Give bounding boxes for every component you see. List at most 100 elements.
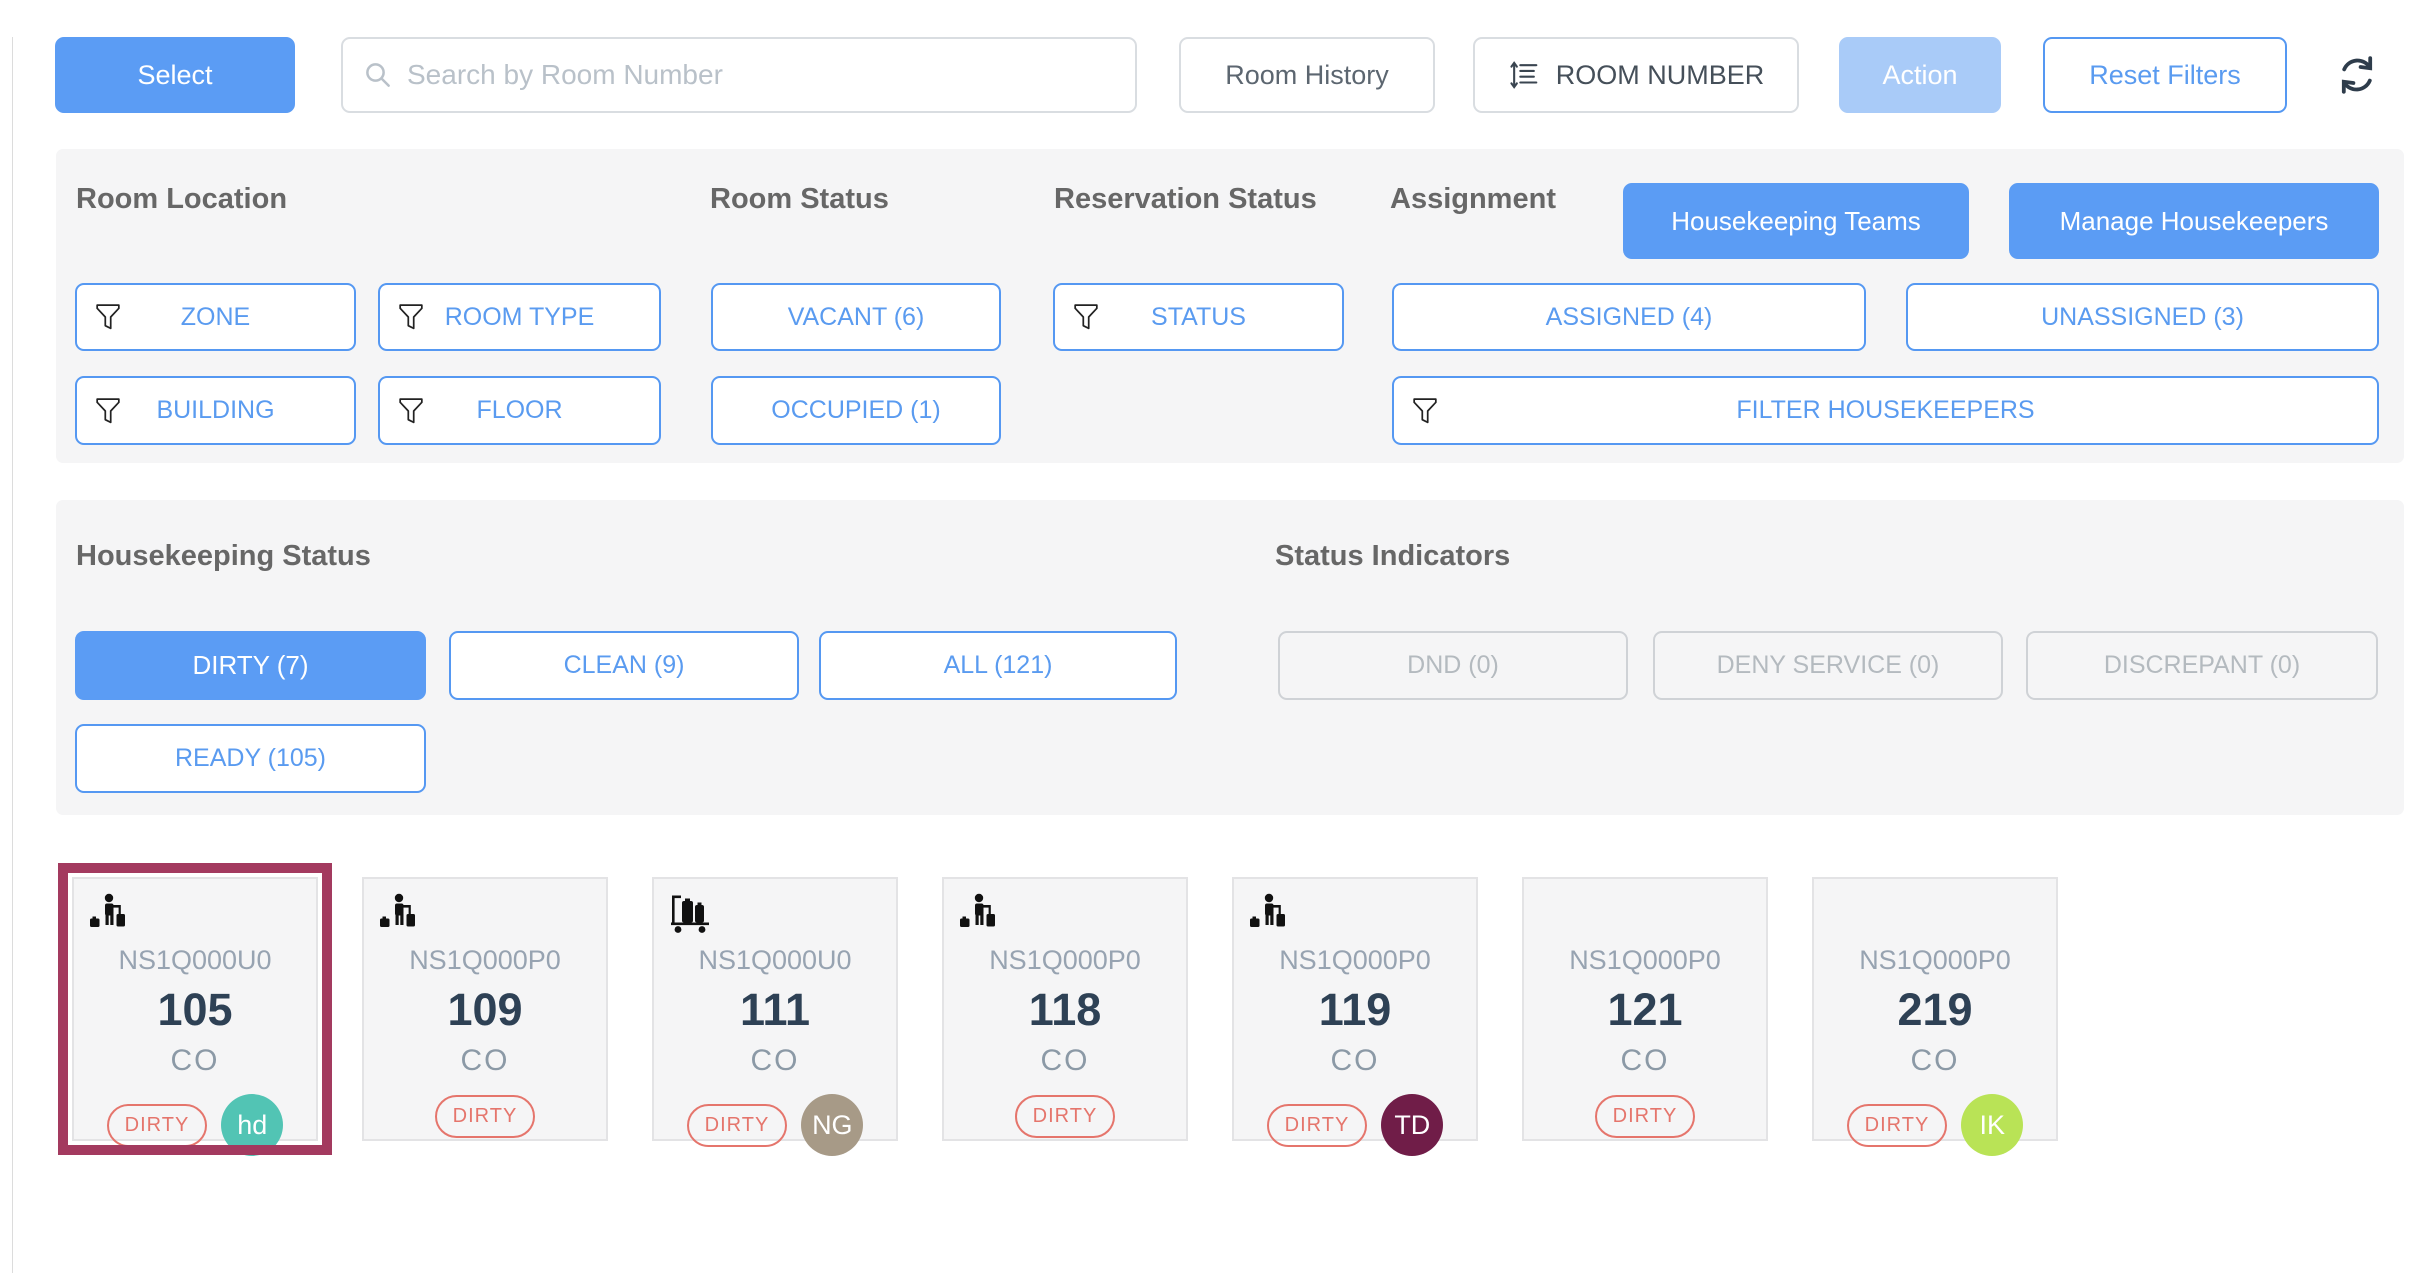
room-number: 111 <box>739 984 811 1035</box>
room-card[interactable]: NS1Q000P0 119 CO DIRTY TD <box>1232 877 1478 1156</box>
room-type-code: NS1Q000P0 <box>1279 945 1431 975</box>
search-box[interactable] <box>341 37 1137 113</box>
guest-with-luggage-icon <box>960 893 995 927</box>
occupied-filter-button[interactable]: OCCUPIED (1) <box>711 376 1001 445</box>
dirty-status-badge: DIRTY <box>1266 1103 1368 1147</box>
card-badges: DIRTY <box>434 1094 536 1139</box>
filter-funnel-icon <box>96 304 120 330</box>
status-indicators-title: Status Indicators <box>1275 540 1511 572</box>
dirty-status-badge: DIRTY <box>1014 1095 1116 1138</box>
reservation-status-filter-label: STATUS <box>1151 302 1246 331</box>
room-type-code: NS1Q000P0 <box>1859 945 2011 975</box>
dirty-status-badge: DIRTY <box>1594 1095 1696 1138</box>
reservation-status-title: Reservation Status <box>1054 183 1317 215</box>
luggage-cart-icon <box>671 895 709 933</box>
room-number: 109 <box>447 984 523 1035</box>
room-card[interactable]: NS1Q000P0 109 CO DIRTY <box>362 877 608 1141</box>
guest-with-luggage-icon <box>90 893 125 927</box>
ready-filter-button[interactable]: READY (105) <box>75 724 426 793</box>
filter-funnel-icon <box>399 397 423 423</box>
room-card[interactable]: NS1Q000P0 219 CO DIRTY IK <box>1812 877 2058 1156</box>
discrepant-filter-button[interactable]: DISCREPANT (0) <box>2026 631 2378 700</box>
building-filter-button[interactable]: BUILDING <box>75 376 356 445</box>
filter-funnel-icon <box>1074 304 1098 330</box>
search-icon <box>366 63 390 87</box>
room-number: 118 <box>1028 984 1102 1035</box>
select-button[interactable]: Select <box>55 37 295 113</box>
reservation-status-code: CO <box>750 1044 800 1077</box>
filter-funnel-icon <box>1413 397 1437 423</box>
card-badges: DIRTY IK <box>1846 1094 2024 1156</box>
reservation-status-code: CO <box>1910 1044 1960 1077</box>
status-panel: Housekeeping Status Status Indicators DI… <box>56 500 2404 815</box>
room-type-code: NS1Q000P0 <box>409 945 561 975</box>
sort-order-icon <box>1510 61 1538 89</box>
reservation-status-code: CO <box>1040 1044 1090 1077</box>
room-card[interactable]: NS1Q000P0 118 CO DIRTY <box>942 877 1188 1141</box>
housekeeper-avatar[interactable]: NG <box>801 1094 864 1156</box>
deny-service-filter-button[interactable]: DENY SERVICE (0) <box>1653 631 2003 700</box>
sort-button[interactable]: ROOM NUMBER <box>1473 37 1799 113</box>
filter-funnel-icon <box>96 397 120 423</box>
vacant-filter-button[interactable]: VACANT (6) <box>711 283 1001 351</box>
room-card[interactable]: NS1Q000U0 111 CO DIRTY NG <box>652 877 898 1156</box>
card-badges: DIRTY <box>1014 1094 1116 1139</box>
filter-housekeepers-label: FILTER HOUSEKEEPERS <box>1736 396 2035 424</box>
room-type-code: NS1Q000U0 <box>698 945 852 975</box>
refresh-icon <box>2341 56 2373 94</box>
card-badges: DIRTY <box>1594 1094 1696 1139</box>
building-filter-label: BUILDING <box>156 396 275 424</box>
all-filter-button[interactable]: ALL (121) <box>819 631 1177 700</box>
floor-filter-label: FLOOR <box>476 396 563 424</box>
floor-filter-button[interactable]: FLOOR <box>378 376 661 445</box>
housekeeper-avatar[interactable]: hd <box>221 1094 284 1156</box>
search-input[interactable] <box>407 59 1115 91</box>
assignment-title: Assignment <box>1390 183 1556 215</box>
room-cards-row: NS1Q000U0 105 CO DIRTY hd <box>58 863 2410 1156</box>
room-type-filter-label: ROOM TYPE <box>444 302 595 331</box>
dnd-filter-button[interactable]: DND (0) <box>1278 631 1628 700</box>
reservation-status-filter-button[interactable]: STATUS <box>1053 283 1344 351</box>
sort-label: ROOM NUMBER <box>1555 59 1765 90</box>
guest-with-luggage-icon <box>1250 893 1285 927</box>
action-button[interactable]: Action <box>1839 37 2001 113</box>
zone-filter-button[interactable]: ZONE <box>75 283 356 351</box>
reset-filters-button[interactable]: Reset Filters <box>2043 37 2287 113</box>
housekeeper-avatar[interactable]: TD <box>1381 1094 1444 1156</box>
room-history-button[interactable]: Room History <box>1179 37 1435 113</box>
refresh-button[interactable] <box>2329 47 2385 103</box>
room-card[interactable]: NS1Q000P0 121 CO DIRTY <box>1522 877 1768 1141</box>
housekeeping-status-title: Housekeeping Status <box>76 540 371 572</box>
filters-panel: Room Location Room Status Reservation St… <box>56 149 2404 463</box>
room-type-code: NS1Q000P0 <box>989 945 1141 975</box>
room-location-title: Room Location <box>76 183 288 215</box>
reservation-status-code: CO <box>170 1044 220 1077</box>
zone-filter-label: ZONE <box>180 302 251 331</box>
dirty-status-badge: DIRTY <box>686 1103 788 1147</box>
left-divider <box>12 37 13 1273</box>
assigned-filter-button[interactable]: ASSIGNED (4) <box>1392 283 1866 351</box>
reservation-status-code: CO <box>460 1044 510 1077</box>
clean-filter-button[interactable]: CLEAN (9) <box>449 631 799 700</box>
card-badges: DIRTY TD <box>1266 1094 1444 1156</box>
dirty-status-badge: DIRTY <box>106 1103 208 1147</box>
room-type-code: NS1Q000P0 <box>1569 945 1721 975</box>
room-type-filter-button[interactable]: ROOM TYPE <box>378 283 661 351</box>
reservation-status-code: CO <box>1620 1044 1670 1077</box>
toolbar: Select Room History ROOM NUMBER Action R… <box>55 37 2410 113</box>
housekeeper-avatar[interactable]: IK <box>1961 1094 2024 1156</box>
unassigned-filter-button[interactable]: UNASSIGNED (3) <box>1906 283 2379 351</box>
room-number: 105 <box>157 984 233 1035</box>
reservation-status-code: CO <box>1330 1044 1380 1077</box>
room-number: 219 <box>1897 984 1973 1035</box>
room-type-code: NS1Q000U0 <box>118 945 272 975</box>
card-badges: DIRTY hd <box>106 1094 284 1156</box>
dirty-filter-button[interactable]: DIRTY (7) <box>75 631 426 700</box>
room-card[interactable]: NS1Q000U0 105 CO DIRTY hd <box>58 863 332 1156</box>
guest-with-luggage-icon <box>380 893 415 927</box>
housekeeping-teams-button[interactable]: Housekeeping Teams <box>1623 183 1969 259</box>
dirty-status-badge: DIRTY <box>1846 1103 1948 1147</box>
filter-housekeepers-button[interactable]: FILTER HOUSEKEEPERS <box>1392 376 2379 445</box>
manage-housekeepers-button[interactable]: Manage Housekeepers <box>2009 183 2379 259</box>
dirty-status-badge: DIRTY <box>434 1095 536 1138</box>
